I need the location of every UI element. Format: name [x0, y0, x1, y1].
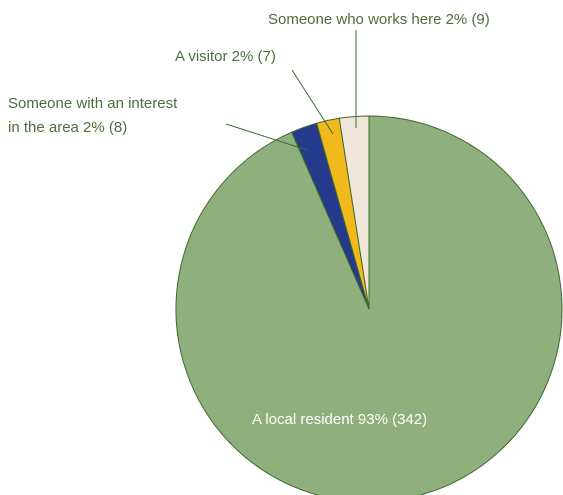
slice-works-here [338, 115, 370, 310]
slice-labels: Someone who works here 2% (9) A visitor … [8, 11, 490, 428]
label-works: Someone who works here 2% (9) [268, 11, 490, 28]
label-interest-line1: Someone with an interest [8, 95, 178, 112]
pie-slices [175, 115, 563, 495]
leader-line-interest [225, 123, 308, 151]
label-resident: A local resident 93% (342) [252, 411, 427, 428]
label-interest-line2: in the area 2% (8) [8, 119, 127, 136]
label-visitor: A visitor 2% (7) [175, 48, 276, 65]
leader-line-visitor [291, 69, 334, 135]
leader-lines [225, 30, 357, 151]
